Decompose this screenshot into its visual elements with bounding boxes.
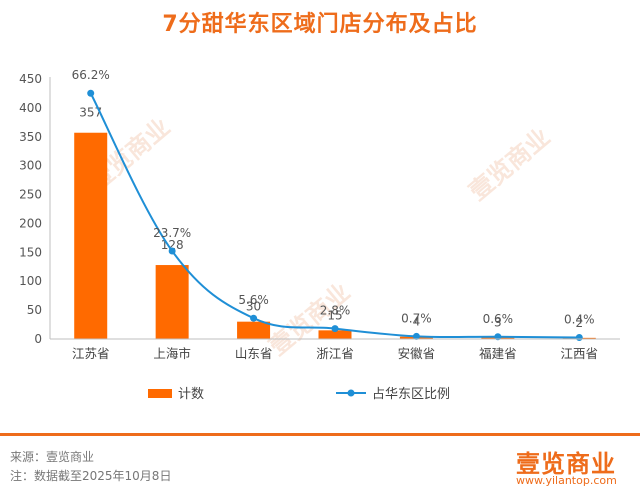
- bar-value-label: 2: [575, 316, 583, 330]
- line-value-label: 66.2%: [72, 68, 110, 82]
- line-series: [87, 89, 583, 342]
- y-tick-label: 150: [19, 245, 42, 259]
- x-tick-label: 浙江省: [316, 346, 354, 361]
- y-tick-label: 350: [19, 130, 42, 144]
- brand-url: www.yilantop.com: [516, 474, 617, 487]
- line-value-label: 5.6%: [238, 293, 269, 307]
- bar: [74, 132, 108, 339]
- legend-label-bar: 计数: [178, 387, 204, 402]
- line-value-label: 2.8%: [320, 304, 351, 318]
- x-tick-label: 安徽省: [398, 346, 436, 361]
- x-tick-label: 江苏省: [72, 346, 110, 361]
- bar-value-label: 3: [494, 315, 502, 329]
- x-tick-label: 福建省: [479, 346, 517, 361]
- line-point: [575, 334, 583, 342]
- y-tick-label: 300: [19, 159, 42, 173]
- line-point: [87, 89, 95, 97]
- bar-value-label: 357: [79, 106, 102, 120]
- y-tick-label: 0: [34, 332, 42, 346]
- legend-swatch-point: [347, 389, 355, 397]
- bar-value-label: 4: [413, 315, 421, 329]
- x-axis: 江苏省 上海市 山东省 浙江省 安徽省 福建省 江西省: [50, 338, 620, 361]
- y-tick-label: 400: [19, 101, 42, 115]
- chart-title: 7分甜华东区域门店分布及占比: [162, 12, 478, 37]
- source-text: 来源：壹览商业: [10, 450, 95, 464]
- line-value-labels: 66.2% 23.7% 5.6% 2.8% 0.7% 0.6% 0.4%: [72, 68, 595, 326]
- y-tick-label: 450: [19, 72, 42, 86]
- x-tick-label: 上海市: [153, 346, 191, 361]
- x-tick-label: 山东省: [235, 346, 273, 361]
- bar: [318, 330, 352, 339]
- line-value-label: 0.7%: [401, 311, 432, 325]
- line-point: [412, 332, 420, 340]
- x-tick-label: 江西省: [561, 346, 599, 361]
- bar-value-label: 15: [327, 308, 342, 322]
- line-value-label: 0.6%: [483, 312, 514, 326]
- line-value-label: 23.7%: [153, 226, 191, 240]
- legend-label-line: 占华东区比例: [372, 387, 450, 402]
- note-text: 注：数据截至2025年10月8日: [10, 469, 172, 483]
- legend-swatch-bar: [148, 389, 172, 398]
- footer-divider: [0, 433, 640, 436]
- bar: [237, 321, 271, 339]
- y-tick-label: 250: [19, 188, 42, 202]
- bar: [155, 265, 189, 339]
- line-value-label: 0.4%: [564, 313, 595, 327]
- y-axis: 0 50 100 150 200 250 300 350 400 450: [19, 72, 51, 346]
- legend: 计数 占华东区比例: [148, 387, 450, 402]
- line-point: [250, 314, 258, 322]
- line-point: [168, 247, 176, 255]
- brand-logo: 壹览商业: [516, 450, 616, 478]
- bar-value-label: 30: [246, 300, 261, 314]
- y-tick-label: 50: [27, 303, 42, 317]
- line-point: [331, 325, 339, 333]
- y-tick-label: 100: [19, 274, 42, 288]
- y-tick-label: 200: [19, 216, 42, 230]
